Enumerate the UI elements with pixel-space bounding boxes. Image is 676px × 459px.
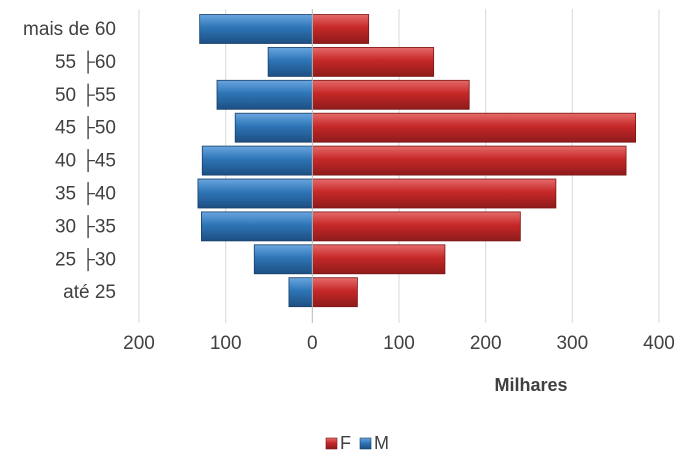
category-label: até 25 <box>63 282 116 303</box>
legend-label-f: F <box>340 433 351 453</box>
bar-m-8 <box>199 14 313 44</box>
bar-m-1 <box>253 244 313 275</box>
legend-label-m: M <box>374 433 389 453</box>
category-label: 40 ├45 <box>55 149 116 173</box>
x-tick-label: 200 <box>470 333 502 354</box>
bar-f-8 <box>311 14 370 44</box>
bar-m-5 <box>234 112 313 143</box>
bar-f-0 <box>311 277 358 308</box>
bar-f-5 <box>311 112 637 143</box>
x-axis-title: Milhares <box>494 375 567 395</box>
bar-m-0 <box>288 277 313 308</box>
legend-swatch-m <box>359 437 372 450</box>
x-tick-labels: 200 100 0 100 200 300 400 <box>123 333 675 354</box>
bar-m-7 <box>267 47 313 77</box>
category-label: 45 ├50 <box>55 116 116 140</box>
bar-m-4 <box>201 145 313 176</box>
legend-swatch-f <box>325 437 338 450</box>
x-tick-label: 300 <box>556 333 588 354</box>
category-label: 55 ├60 <box>55 50 116 74</box>
bar-m-6 <box>216 79 313 110</box>
x-tick-label: 100 <box>210 333 242 354</box>
bars <box>197 9 637 323</box>
x-tick-label: 200 <box>123 333 155 354</box>
x-tick-label: 400 <box>643 333 675 354</box>
category-label: 35 ├40 <box>55 182 116 206</box>
bar-m-3 <box>197 178 313 209</box>
bar-m-2 <box>200 211 313 242</box>
bar-f-2 <box>311 211 521 242</box>
bar-f-4 <box>311 145 627 176</box>
bar-f-7 <box>311 47 435 77</box>
category-labels: até 25 25 ├30 30 ├35 35 ├40 40 ├45 45 ├50 50 ├… <box>23 19 116 303</box>
x-tick-label: 100 <box>383 333 415 354</box>
x-tick-label: 0 <box>307 333 318 354</box>
category-label: 50 ├55 <box>55 83 116 107</box>
category-label: 25 ├30 <box>55 247 116 271</box>
bar-f-3 <box>311 178 557 209</box>
category-label: 30 ├35 <box>55 214 116 238</box>
category-label: mais de 60 <box>23 19 116 40</box>
bar-f-1 <box>311 244 446 275</box>
bar-f-6 <box>311 79 470 110</box>
